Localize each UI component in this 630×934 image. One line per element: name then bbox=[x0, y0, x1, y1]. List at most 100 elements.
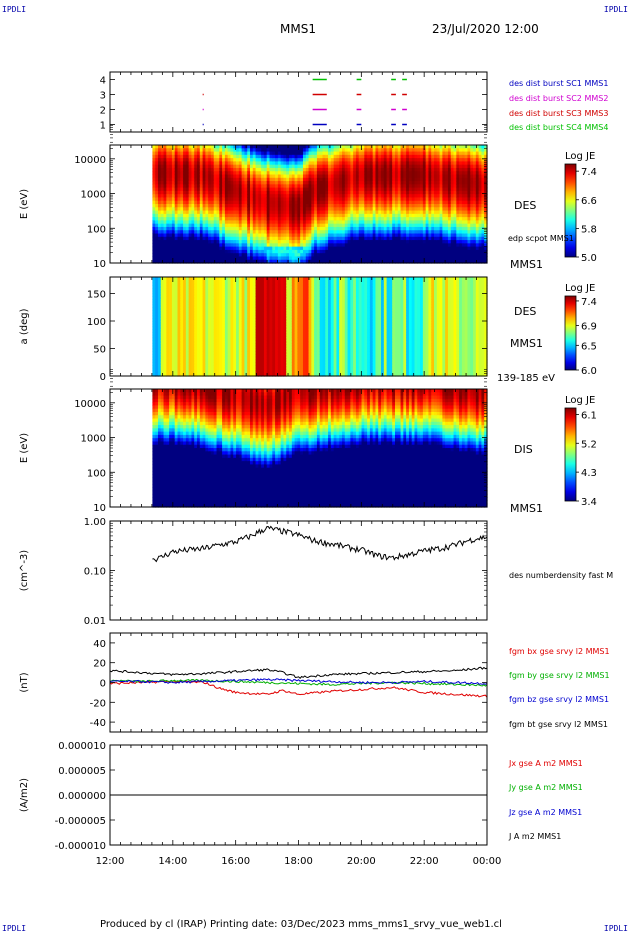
spectrogram-cell bbox=[230, 181, 234, 185]
spectrogram-cell bbox=[367, 145, 371, 149]
spectrogram-cell bbox=[358, 207, 363, 212]
spectrogram-cell bbox=[169, 184, 173, 189]
spectrogram-cell bbox=[375, 161, 379, 166]
spectrogram-cell bbox=[275, 226, 279, 231]
spectrogram-cell bbox=[216, 181, 220, 185]
spectrogram-cell bbox=[297, 243, 301, 248]
spectrogram-cell bbox=[185, 167, 190, 172]
spectrogram-cell bbox=[185, 230, 190, 235]
spectrogram-cell bbox=[210, 154, 215, 159]
spectrogram-cell bbox=[305, 249, 310, 254]
spectrogram-cell bbox=[316, 253, 321, 258]
spectrogram-cell bbox=[238, 154, 243, 159]
spectrogram-cell bbox=[386, 177, 391, 182]
spectrogram-cell bbox=[336, 194, 340, 199]
spectrogram-cell bbox=[252, 184, 257, 189]
spectrogram-cell bbox=[336, 240, 340, 244]
spectrogram-cell bbox=[205, 243, 209, 248]
spectrogram-cell bbox=[355, 259, 360, 264]
spectrogram-cell bbox=[222, 184, 226, 189]
spectrogram-cell bbox=[266, 177, 271, 182]
spectrogram-cell bbox=[275, 164, 279, 169]
spectrogram-cell bbox=[255, 240, 259, 244]
spectrogram-cell bbox=[336, 184, 340, 189]
spectrogram-cell bbox=[386, 230, 391, 235]
spectrogram-cell bbox=[230, 230, 234, 235]
spectrogram-cell bbox=[291, 207, 296, 212]
spectrogram-cell bbox=[394, 148, 399, 153]
spectrogram-cell bbox=[216, 236, 220, 241]
spectrogram-cell bbox=[302, 233, 307, 238]
spectrogram-cell bbox=[291, 164, 296, 169]
spectrogram-cell bbox=[263, 253, 268, 258]
spectrogram-cell bbox=[241, 236, 246, 241]
spectrogram-cell bbox=[241, 243, 246, 248]
spectrogram-cell bbox=[316, 164, 321, 169]
spectrogram-cell bbox=[322, 145, 326, 149]
spectrogram-cell bbox=[210, 210, 215, 215]
spectrogram-cell bbox=[355, 167, 360, 172]
spectrogram-cell bbox=[191, 197, 195, 202]
spectrogram-cell bbox=[157, 220, 162, 225]
spectrogram-cell bbox=[367, 148, 371, 153]
spectrogram-cell bbox=[205, 230, 209, 235]
spectrogram-cell bbox=[197, 181, 201, 185]
spectrogram-cell bbox=[308, 223, 312, 228]
spectrogram-cell bbox=[199, 145, 204, 149]
spectrogram-cell bbox=[305, 177, 310, 182]
spectrogram-cell bbox=[319, 217, 324, 221]
spectrogram-cell bbox=[188, 174, 193, 179]
spectrogram-cell bbox=[169, 197, 173, 202]
spectrogram-cell bbox=[219, 220, 223, 225]
spectrogram-cell bbox=[166, 174, 170, 179]
spectrogram-cell bbox=[188, 197, 193, 202]
spectrogram-cell bbox=[291, 177, 296, 182]
spectrogram-cell bbox=[339, 194, 343, 199]
spectrogram-cell bbox=[350, 194, 354, 199]
spectrogram-cell bbox=[183, 181, 187, 185]
spectrogram-cell bbox=[194, 207, 198, 212]
spectrogram-cell bbox=[233, 259, 237, 264]
spectrogram-cell bbox=[197, 207, 201, 212]
spectrogram-cell bbox=[400, 210, 404, 215]
spectrogram-cell bbox=[353, 171, 357, 176]
spectrogram-cell bbox=[350, 223, 354, 228]
spectrogram-cell bbox=[328, 253, 332, 258]
spectrogram-cell bbox=[177, 164, 181, 169]
spectrogram-cell bbox=[336, 181, 340, 185]
spectrogram-cell bbox=[177, 240, 181, 244]
spectrogram-cell bbox=[277, 200, 282, 205]
spectrogram-cell bbox=[269, 233, 273, 238]
spectrogram-cell bbox=[372, 174, 377, 179]
spectrogram-cell bbox=[157, 184, 162, 189]
spectrogram-cell bbox=[378, 217, 382, 221]
spectrogram-cell bbox=[169, 171, 173, 176]
spectrogram-cell bbox=[342, 154, 346, 159]
spectrogram-cell bbox=[183, 210, 187, 215]
spectrogram-cell bbox=[347, 246, 351, 251]
spectrogram-cell bbox=[364, 167, 368, 172]
spectrogram-cell bbox=[375, 236, 379, 241]
spectrogram-cell bbox=[157, 171, 162, 176]
spectrogram-cell bbox=[238, 246, 243, 251]
spectrogram-cell bbox=[205, 217, 209, 221]
spectrogram-cell bbox=[275, 204, 279, 208]
spectrogram-cell bbox=[355, 148, 360, 153]
spectrogram-cell bbox=[383, 190, 388, 195]
spectrogram-cell bbox=[347, 240, 351, 244]
spectrogram-cell bbox=[194, 233, 198, 238]
spectrogram-cell bbox=[378, 233, 382, 238]
spectrogram-cell bbox=[258, 174, 262, 179]
spectrogram-cell bbox=[291, 240, 296, 244]
spectrogram-cell bbox=[185, 154, 190, 159]
spectrogram-cell bbox=[163, 246, 167, 251]
spectrogram-cell bbox=[342, 177, 346, 182]
spectrogram-cell bbox=[358, 210, 363, 215]
spectrogram-cell bbox=[197, 161, 201, 166]
spectrogram-cell bbox=[247, 210, 251, 215]
spectrogram-cell bbox=[152, 148, 156, 153]
spectrogram-cell bbox=[230, 200, 234, 205]
spectrogram-cell bbox=[353, 187, 357, 192]
spectrogram-cell bbox=[241, 197, 246, 202]
spectrogram-cell bbox=[347, 158, 351, 162]
